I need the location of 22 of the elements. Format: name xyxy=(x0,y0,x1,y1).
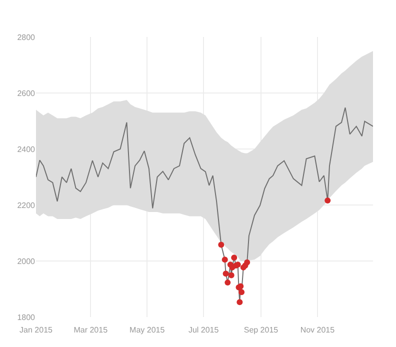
point xyxy=(236,299,243,306)
point xyxy=(244,259,250,266)
x-tick-label: Nov 2015 xyxy=(300,326,336,335)
y-tick-label: 2600 xyxy=(17,88,36,98)
point xyxy=(231,254,238,261)
point xyxy=(222,270,229,277)
x-tick-label: May 2015 xyxy=(130,326,166,335)
y-tick-label: 2000 xyxy=(17,256,36,266)
x-tick-label: Mar 2015 xyxy=(74,326,108,335)
y-tick-label: 2800 xyxy=(17,32,36,42)
point xyxy=(324,198,331,204)
point xyxy=(228,272,234,278)
y-tick-label: 2400 xyxy=(17,144,36,154)
y-tick-label: 2200 xyxy=(17,200,36,210)
point xyxy=(218,242,224,248)
point xyxy=(238,289,245,296)
point xyxy=(222,256,228,263)
x-tick-label: Jul 2015 xyxy=(188,326,220,335)
point xyxy=(224,280,231,286)
x-tick-label: Sep 2015 xyxy=(244,326,279,335)
x-tick-label: Jan 2015 xyxy=(20,326,54,335)
y-tick-label: 1800 xyxy=(17,312,36,322)
